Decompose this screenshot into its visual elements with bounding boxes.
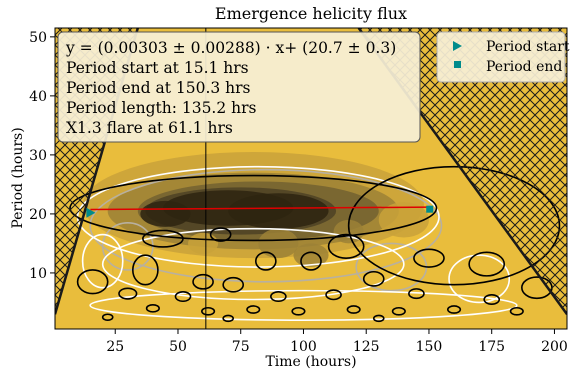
contour-black-20 [483, 293, 501, 306]
contour-black-15 [118, 287, 138, 300]
contour-black-22 [201, 306, 216, 316]
y-tick-label-50: 50 [29, 30, 47, 46]
contour-black-6 [132, 254, 159, 286]
contour-white-4 [89, 289, 518, 321]
contour-black-12 [362, 270, 385, 287]
y-tick-label-20: 20 [29, 207, 47, 223]
period-start-marker [86, 207, 96, 218]
annotation-box: y = (0.00303 ± 0.00288) · x+ (20.7 ± 0.3… [57, 31, 421, 143]
contour-gray-0 [89, 168, 443, 283]
contour-black-26 [391, 306, 406, 316]
y-tick-label-40: 40 [29, 89, 47, 105]
power-blob-5 [228, 193, 329, 229]
contour-black-9 [413, 248, 445, 268]
plot-frame [54, 27, 568, 330]
x-tick-label-200: 200 [541, 339, 568, 355]
contour-black-21 [145, 304, 160, 313]
x-tick-label-75: 75 [232, 339, 250, 355]
y-axis: 10 20 30 40 50 [29, 30, 55, 282]
annotation-line-start: Period start at 15.1 hrs [66, 59, 249, 77]
contour-black-7 [254, 251, 277, 271]
annotation-line-flare: X1.3 flare at 61.1 hrs [66, 119, 233, 137]
y-tick-label-30: 30 [29, 148, 47, 164]
contour-black-8 [300, 251, 322, 271]
contour-black-13 [76, 269, 109, 295]
contour-white-3 [448, 254, 511, 304]
contour-black-28 [509, 306, 524, 316]
legend-marker-end [454, 61, 461, 68]
x-axis-label: Time (hours) [265, 354, 356, 370]
legend-marker-start [453, 41, 462, 51]
contour-black-23 [246, 305, 261, 314]
annotation-background [57, 31, 421, 143]
y-tick-label-10: 10 [29, 266, 47, 282]
x-tick-label-175: 175 [478, 339, 505, 355]
power-blob-7 [258, 228, 299, 259]
contour-black-11 [222, 276, 245, 293]
x-tick-label-25: 25 [106, 339, 124, 355]
contour-black-10 [192, 273, 214, 290]
period-end-marker [426, 205, 434, 213]
contour-black-27 [446, 305, 462, 314]
contour-black-17 [270, 291, 287, 303]
contour-black-19 [408, 288, 425, 300]
x-tick-label-150: 150 [416, 339, 443, 355]
legend-background [436, 31, 566, 83]
contour-black-2 [142, 229, 184, 248]
contour-black-25 [346, 305, 361, 314]
contour-black-30 [222, 314, 234, 323]
contour-black-5 [468, 251, 506, 277]
y-axis-label: Period (hours) [10, 127, 26, 228]
power-blob-10 [188, 232, 219, 255]
contour-black-29 [101, 313, 114, 321]
contour-white-2 [81, 233, 124, 289]
chart-title: Emergence helicity flux [215, 4, 407, 23]
legend-label-end: Period end [486, 59, 562, 75]
x-tick-label-50: 50 [169, 339, 187, 355]
contour-layer [69, 165, 561, 323]
contour-black-18 [325, 289, 342, 301]
contour-white-1 [101, 227, 405, 301]
contour-black-4 [327, 233, 365, 259]
power-layer [82, 151, 429, 268]
x-axis: 25 50 75 100 125 150 175 200 [106, 329, 568, 355]
contour-black-24 [291, 306, 306, 316]
annotation-line-length: Period length: 135.2 hrs [66, 99, 257, 117]
x-tick-label-125: 125 [353, 339, 380, 355]
legend-label-start: Period start [486, 39, 570, 55]
contour-black-31 [372, 314, 385, 323]
legend: Period start Period end [436, 31, 570, 83]
annotation-line-end: Period end at 150.3 hrs [66, 79, 251, 97]
x-tick-label-100: 100 [290, 339, 317, 355]
annotation-line-equation: y = (0.00303 ± 0.00288) · x+ (20.7 ± 0.3… [65, 39, 396, 57]
power-blob-8 [293, 243, 329, 268]
power-blob-6 [140, 200, 191, 227]
fit-line [90, 206, 430, 211]
contour-black-16 [174, 291, 192, 303]
contour-black-3 [209, 227, 232, 242]
